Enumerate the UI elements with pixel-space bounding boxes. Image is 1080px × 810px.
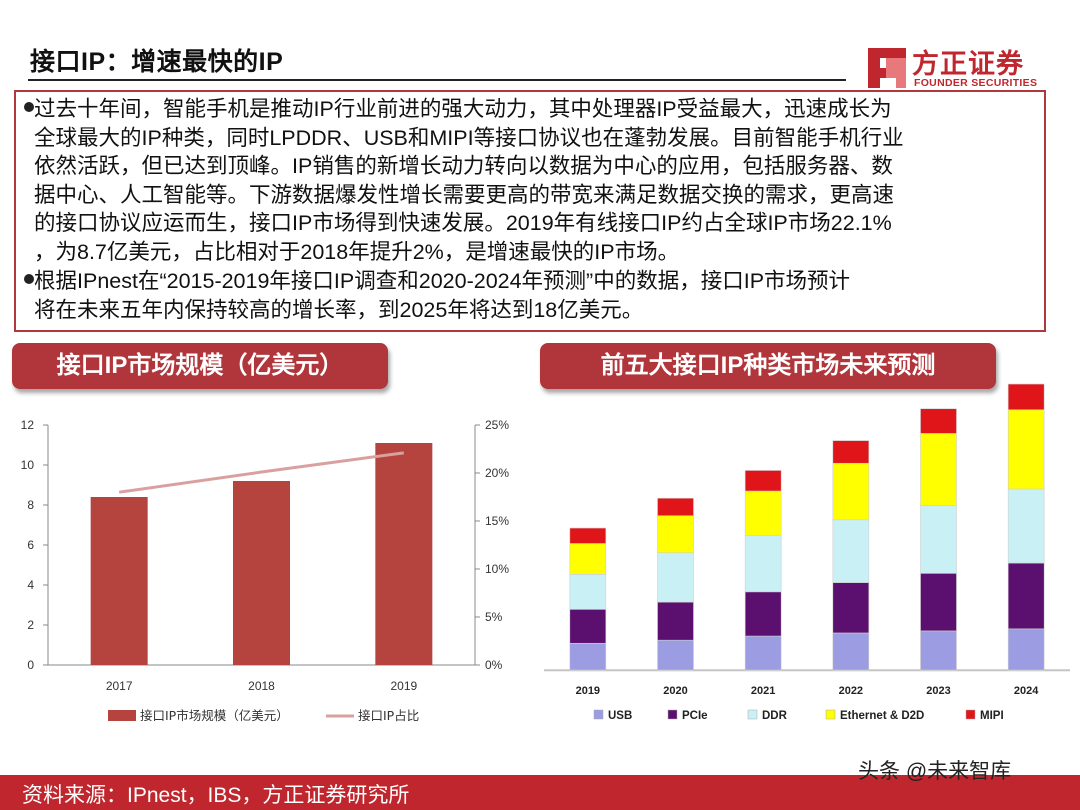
segment-pcie-2020 [657,601,694,641]
segment-ddr-2023 [920,505,957,574]
summary-line: 根据IPnest在“2015-2019年接口IP调查和2020-2024年预测”… [34,269,851,293]
segment-usb-2022 [832,632,870,671]
y-tick-label: 10 [21,458,35,472]
segment-pcie-2019 [569,609,607,644]
x-tick-label: 2018 [248,679,275,693]
x-tick-label: 2021 [751,685,775,697]
segment-ethernet-d2d-2019 [569,543,607,575]
title-divider [28,79,846,81]
segment-ethernet-d2d-2020 [657,515,694,554]
legend-swatch [965,709,976,720]
summary-line: 将在未来五年内保持较高的增长率，到2025年将达到18亿美元。 [34,297,644,322]
segment-ddr-2024 [1007,488,1045,564]
right-chart-title: 前五大接口IP种类市场未来预测 [540,343,996,389]
summary-line: 过去十年间，智能手机是推动IP行业前进的强大动力，其中处理器IP受益最大，迅速成… [34,97,892,121]
summary-line: 据中心、人工智能等。下游数据爆发性增长需要更高的带宽来满足数据交换的需求，更高速 [34,182,895,207]
legend-label: Ethernet & D2D [840,710,924,722]
y-tick-label: 2 [27,618,34,632]
segment-pcie-2024 [1007,562,1045,630]
y-tick-label: 12 [21,418,35,432]
x-tick-label: 2019 [390,679,417,693]
bar-2017 [90,497,148,665]
y-tick-label: 6 [27,538,34,552]
legend-swatch [593,709,604,720]
legend-swatch [747,709,758,720]
segment-mipi-2023 [920,408,957,434]
y2-tick-label: 15% [485,514,509,528]
y-tick-label: 8 [27,498,34,512]
legend-swatch [825,709,836,720]
watermark: 头条 @未来智库 [858,760,1012,783]
left-chart-title: 接口IP市场规模（亿美元） [12,343,388,389]
bar-2019 [375,443,433,665]
logo-en-text: FOUNDER SECURITIES [914,77,1038,89]
x-tick-label: 2020 [663,685,687,697]
summary-line: 的接口协议应运而生，接口IP市场得到快速发展。2019年有线接口IP约占全球IP… [34,211,892,236]
summary-paragraph-2: 根据IPnest在“2015-2019年接口IP调查和2020-2024年预测”… [34,267,1042,324]
legend-label: 接口IP占比 [358,708,419,723]
logo-cn-text: 方正证券 [912,49,1024,79]
page-title: 接口IP：增速最快的IP [30,48,284,76]
segment-mipi-2022 [832,440,870,464]
summary-line: ，为8.7亿美元，占比相对于2018年提升2%，是增速最快的IP市场。 [34,239,680,264]
market-size-chart: 0 2 4 6 8 10 12 0% 5% 10% 15% 20% 25% 2017 2018 2019 接口I… [21,418,510,723]
segment-usb-2021 [744,635,782,671]
legend-swatch [667,709,678,720]
x-tick-label: 2024 [1014,685,1039,697]
summary-paragraph-1: 过去十年间，智能手机是推动IP行业前进的强大动力，其中处理器IP受益最大，迅速成… [34,95,1042,267]
segment-ddr-2021 [744,534,782,593]
summary-box [14,90,1046,332]
segment-mipi-2020 [657,497,694,517]
y2-tick-label: 25% [485,418,509,432]
x-tick-label: 2017 [106,679,133,693]
footer-bar [0,775,1080,810]
segment-usb-2023 [920,630,957,671]
x-tick-label: 2023 [926,685,950,697]
legend-label: DDR [762,710,788,722]
segment-ddr-2020 [657,552,694,603]
y2-tick-label: 5% [485,610,503,624]
y-tick-label: 4 [27,578,34,592]
segment-ddr-2022 [832,519,870,583]
y-tick-label: 0 [27,658,34,672]
segment-mipi-2019 [569,527,607,544]
segment-mipi-2021 [744,470,782,492]
share-line [118,451,405,494]
y2-tick-label: 10% [485,562,509,576]
segment-usb-2020 [657,639,694,671]
segment-ethernet-d2d-2024 [1007,409,1045,490]
legend-label: PCIe [682,710,708,722]
founder-logo-icon [868,48,906,88]
segment-ddr-2019 [569,574,607,610]
segment-pcie-2022 [832,582,870,634]
segment-ethernet-d2d-2021 [744,490,782,536]
summary-line: 依然活跃，但已达到顶峰。IP销售的新增长动力转向以数据为中心的应用，包括服务器、… [34,154,893,179]
segment-usb-2019 [569,642,607,671]
legend-label: 接口IP市场规模（亿美元） [140,708,289,723]
x-tick-label: 2022 [839,685,863,697]
segment-pcie-2023 [920,573,957,632]
segment-pcie-2021 [744,591,782,637]
bar-2018 [233,481,290,665]
y2-tick-label: 20% [485,466,509,480]
x-tick-label: 2019 [576,685,600,697]
forecast-stacked-chart: 2019 2020 2021 2022 2023 2024 USB PCIe DDR Ethern… [544,383,1070,722]
segment-usb-2024 [1007,628,1045,671]
legend-swatch-bar [108,710,136,721]
legend-label: USB [608,710,632,722]
bullet-icon [24,274,34,284]
y2-tick-label: 0% [485,658,503,672]
segment-mipi-2024 [1007,383,1045,411]
summary-line: 全球最大的IP种类，同时LPDDR、USB和MIPI等接口协议也在蓬勃发展。目前… [34,125,904,150]
segment-ethernet-d2d-2023 [920,433,957,506]
source-note: 资料来源：IPnest，IBS，方正证券研究所 [22,784,410,807]
bullet-icon [24,102,34,112]
legend-label: MIPI [980,710,1004,722]
segment-ethernet-d2d-2022 [832,462,870,521]
